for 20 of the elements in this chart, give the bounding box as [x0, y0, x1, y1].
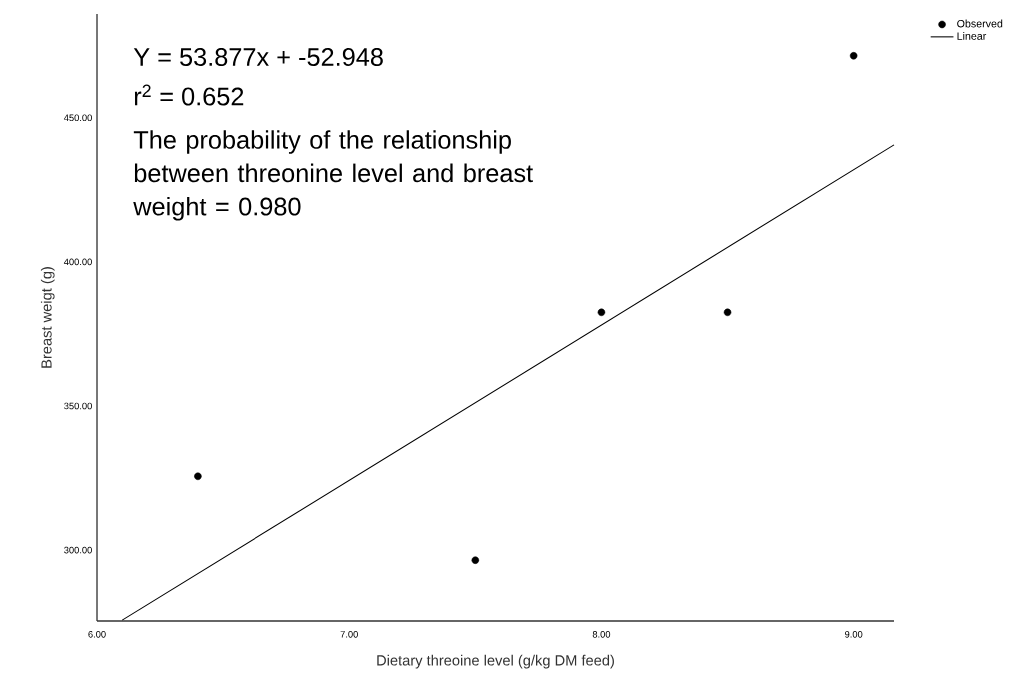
point [723, 308, 732, 317]
legend-label: Observed [957, 19, 1003, 28]
x-axis-title: Dietary threoine level (g/kg DM feed) [377, 654, 614, 669]
point [597, 308, 606, 317]
x-tick-label: 7.00 [340, 631, 358, 638]
point [849, 52, 858, 60]
y-tick-label: 400.00 [63, 258, 92, 266]
y-tick-label: 350.00 [64, 402, 92, 410]
x-tick-label: 6.00 [88, 631, 106, 638]
x-tick-label: 9.00 [845, 631, 863, 638]
annotation: The probability of the relationship between threonine level and breast weight = 0.980 [133, 130, 533, 221]
y-tick-label: 300.00 [64, 546, 92, 554]
annotation: Y = 53.877x + -52.948 [133, 48, 383, 66]
legend-label: Linear [957, 31, 987, 40]
y-tick-label: 450.00 [63, 114, 92, 122]
annotation: r$^{2}$ = 0.652 [134, 84, 244, 106]
y-axis-title: Breast weigt (g) [40, 267, 55, 368]
point [194, 472, 202, 481]
point [471, 556, 480, 564]
x-tick-label: 8.00 [592, 631, 611, 638]
